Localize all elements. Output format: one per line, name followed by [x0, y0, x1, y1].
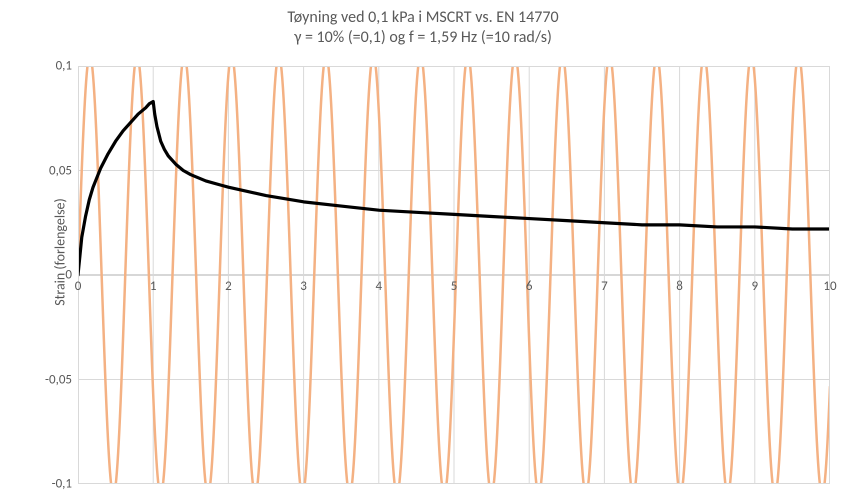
chart-title-line2: γ = 10% (=0,1) og f = 1,59 Hz (=10 rad/s… [0, 28, 846, 48]
chart-title: Tøyning ved 0,1 kPa i MSCRT vs. EN 14770… [0, 8, 846, 48]
x-tick-label: 10 [823, 279, 836, 294]
y-tick-label: -0,1 [52, 477, 72, 492]
y-tick-label: 0,05 [49, 163, 72, 178]
plot-svg [78, 66, 830, 484]
y-tick-label: 0 [65, 268, 72, 283]
x-tick-label: 9 [752, 279, 759, 294]
chart-container: Tøyning ved 0,1 kPa i MSCRT vs. EN 14770… [0, 0, 846, 503]
x-tick-label: 5 [451, 279, 458, 294]
x-tick-label: 7 [601, 279, 608, 294]
x-tick-label: 1 [150, 279, 157, 294]
y-tick-label: -0,05 [45, 372, 72, 387]
x-tick-label: 0 [75, 279, 82, 294]
x-tick-label: 4 [376, 279, 383, 294]
x-tick-label: 8 [676, 279, 683, 294]
x-tick-label: 6 [526, 279, 533, 294]
y-axis-label: Strain (forlengelse) [51, 198, 68, 306]
plot-area: -0,1-0,0500,050,1012345678910 [78, 66, 830, 484]
y-tick-label: 0,1 [56, 59, 72, 74]
x-tick-label: 2 [225, 279, 232, 294]
chart-title-line1: Tøyning ved 0,1 kPa i MSCRT vs. EN 14770 [0, 8, 846, 28]
x-tick-label: 3 [300, 279, 307, 294]
